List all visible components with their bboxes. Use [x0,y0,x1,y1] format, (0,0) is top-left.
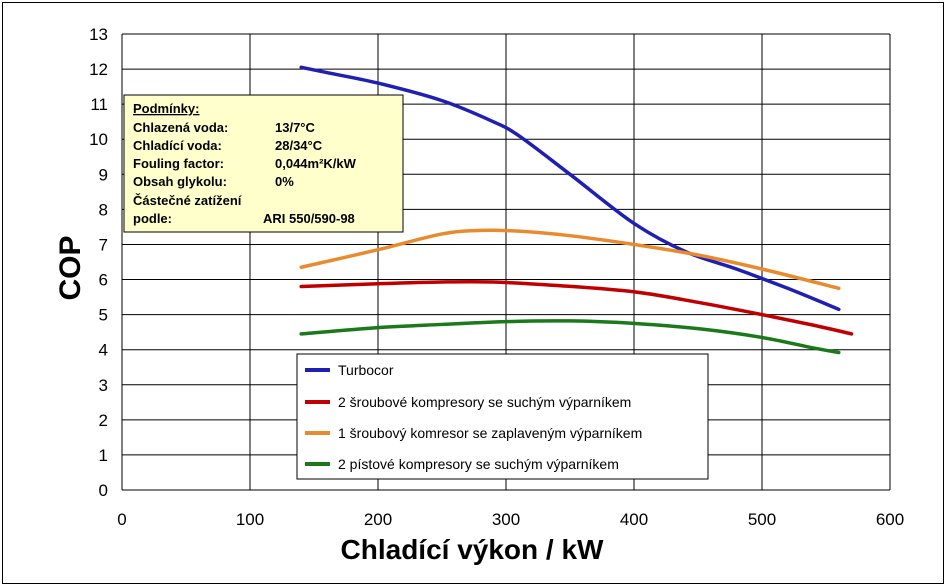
y-tick-label: 12 [89,60,108,79]
series-lines [299,65,854,355]
y-tick-label: 1 [99,446,108,465]
y-tick-label: 4 [99,341,108,360]
x-tick-label: 400 [620,510,648,529]
y-tick-label: 13 [89,25,108,44]
y-tick-label: 3 [99,376,108,395]
conditions-value-0: 13/7°C [275,120,316,135]
legend-label-piston-dry: 2 pístové kompresory se suchým výparníke… [338,456,619,472]
conditions-value-3: 0% [275,174,294,189]
series-line-screw-flooded [299,228,841,291]
series-line-piston-dry [299,319,841,355]
conditions-box-bg [123,94,404,233]
legend: Turbocor 2 šroubové kompresory se suchým… [296,353,709,480]
conditions-value-1: 28/34°C [275,138,323,153]
conditions-label-3: Obsah glykolu: [133,174,227,189]
conditions-box: Podmínky: Chlazená voda: 13/7°C Chladící… [123,94,404,233]
x-tick-label: 300 [492,510,520,529]
legend-label-screw-flooded: 1 šroubový komresor se zaplaveným výparn… [338,425,642,441]
y-tick-label: 6 [99,271,108,290]
conditions-value-2: 0,044m²K/kW [275,156,357,171]
legend-box [296,353,709,480]
series-line-turbocor [299,65,841,312]
y-axis-title: COP [54,235,87,300]
x-tick-label: 200 [364,510,392,529]
y-tick-label: 9 [99,165,108,184]
x-tick-label: 500 [748,510,776,529]
legend-label-turbocor: Turbocor [338,362,394,378]
y-tick-label: 11 [90,95,108,114]
y-tick-label: 7 [99,235,108,254]
conditions-value-5: ARI 550/590-98 [263,211,355,226]
y-tick-label: 0 [99,481,108,500]
series-line-screw-dry [299,279,854,336]
x-tick-label: 0 [117,510,126,529]
conditions-label-5: podle: [133,211,172,226]
conditions-heading: Podmínky: [133,101,199,116]
conditions-label-2: Fouling factor: [133,156,224,171]
x-tick-label: 100 [236,510,264,529]
legend-label-screw-dry: 2 šroubové kompresory se suchým výparník… [338,394,631,410]
conditions-label-0: Chlazená voda: [133,120,228,135]
y-tick-label: 2 [99,411,108,430]
y-tick-label: 8 [99,200,108,219]
x-axis-title: Chladící výkon / kW [341,534,605,565]
y-tick-label: 5 [99,306,108,325]
y-tick-label: 10 [89,130,108,149]
conditions-label-4: Částečné zatížení [133,193,242,208]
x-tick-label: 600 [876,510,904,529]
x-tick-labels: 0 100 200 300 400 500 600 [117,510,904,529]
conditions-label-1: Chladící voda: [133,138,222,153]
